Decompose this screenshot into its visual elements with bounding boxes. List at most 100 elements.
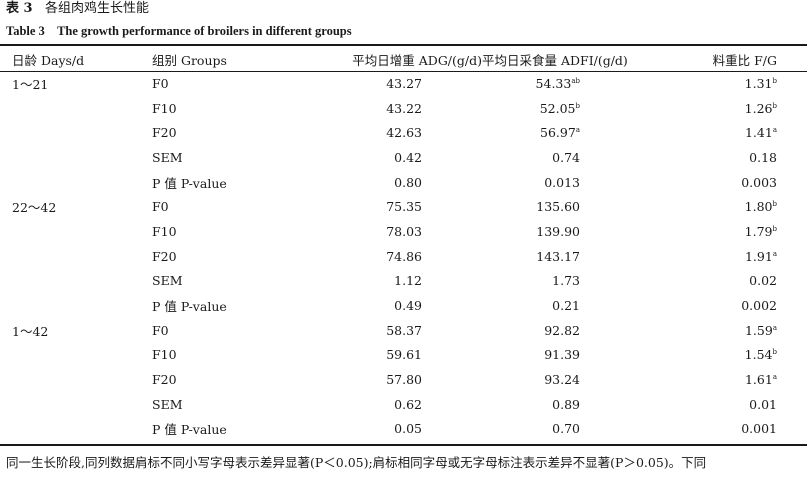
cell-period-value: 1～21 (12, 76, 49, 92)
table-footnote: 同一生长阶段,同列数据肩标不同小写字母表示差异显著(P＜0.05);肩标相同字母… (6, 455, 707, 470)
cell-adfi-superscript: a (575, 126, 580, 135)
cell-fg: 1.54b (622, 343, 807, 368)
cell-group-value: F20 (152, 372, 177, 388)
cell-adfi-number: 0.013 (544, 174, 580, 190)
cell-adg: 43.22 (307, 96, 482, 121)
cell-adfi: 0.70 (482, 417, 622, 442)
cell-fg-superscript: a (772, 126, 777, 135)
caption-cn-title: 各组肉鸡生长性能 (44, 1, 149, 16)
cell-fg-superscript: b (772, 348, 777, 357)
cell-group-value: F0 (152, 199, 169, 215)
table-row: F20 74.86 143.17 1.91a (0, 244, 807, 269)
table-row: 1～42 F0 58.37 92.82 1.59a (0, 318, 807, 343)
cell-adg-value: 0.05 (394, 421, 422, 437)
cell-adg-value: 0.49 (394, 298, 422, 314)
table-header-row: 日龄 Days/d 组别 Groups 平均日增重 ADG/(g/d) 平均日采… (0, 47, 807, 71)
cell-adfi-number: 139.90 (536, 223, 580, 239)
cell-adfi: 143.17 (482, 244, 622, 269)
cell-group: SEM (152, 392, 307, 417)
cell-adg-value: 78.03 (386, 223, 422, 239)
cell-fg-number: 0.001 (741, 421, 777, 437)
header-adg: 平均日增重 ADG/(g/d) (352, 52, 482, 68)
cell-group-value: P 值 P-value (152, 422, 227, 438)
table-row: P 值 P-value 0.49 0.21 0.002 (0, 293, 807, 318)
cell-adfi: 92.82 (482, 318, 622, 343)
cell-adg: 57.80 (307, 367, 482, 392)
cell-period: 22～42 (0, 194, 152, 219)
cell-fg-number: 1.61 (744, 372, 773, 388)
growth-performance-table: 日龄 Days/d 组别 Groups 平均日增重 ADG/(g/d) 平均日采… (0, 47, 807, 441)
cell-fg: 1.79b (622, 219, 807, 244)
cell-fg-superscript: b (772, 101, 777, 110)
cell-fg-superscript: b (772, 200, 777, 209)
header-adfi: 平均日采食量 ADFI/(g/d) (482, 52, 628, 68)
table-header-rule (0, 71, 807, 72)
cell-group: P 值 P-value (152, 417, 307, 442)
cell-fg-number: 1.31 (744, 75, 773, 91)
cell-adfi-superscript: b (575, 101, 580, 110)
cell-fg-number: 1.54 (744, 347, 773, 363)
cell-fg-superscript: a (772, 249, 777, 258)
cell-group-value: F0 (152, 322, 169, 338)
cell-period (0, 219, 152, 244)
cell-fg-superscript: a (772, 323, 777, 332)
table-body: 1～21 F0 43.27 54.33ab 1.31b F10 43.22 52.05b 1.2… (0, 71, 807, 441)
cell-fg: 0.001 (622, 417, 807, 442)
cell-group-value: P 值 P-value (152, 175, 227, 191)
cell-fg: 0.002 (622, 293, 807, 318)
cell-adg-value: 0.42 (394, 149, 422, 165)
cell-group: F10 (152, 219, 307, 244)
cell-adg-value: 58.37 (386, 322, 422, 338)
cell-group: F0 (152, 318, 307, 343)
table-row: SEM 0.62 0.89 0.01 (0, 392, 807, 417)
header-days: 日龄 Days/d (12, 52, 85, 68)
cell-fg-number: 1.80 (744, 199, 773, 215)
cell-adg: 43.27 (307, 71, 482, 96)
cell-period: 1～21 (0, 71, 152, 96)
cell-adfi-number: 0.74 (552, 149, 580, 165)
cell-fg-number: 1.79 (744, 223, 773, 239)
header-groups: 组别 Groups (152, 52, 227, 68)
cell-fg-number: 0.002 (741, 298, 777, 314)
cell-adfi: 0.21 (482, 293, 622, 318)
cell-adfi-number: 0.21 (552, 298, 580, 314)
cell-period (0, 96, 152, 121)
cell-fg: 0.02 (622, 269, 807, 294)
cell-adg-value: 43.22 (386, 100, 422, 116)
cell-adfi: 56.97a (482, 120, 622, 145)
cell-group: SEM (152, 145, 307, 170)
cell-adfi-number: 0.89 (552, 396, 580, 412)
cell-adg-value: 1.12 (394, 273, 422, 289)
cell-period (0, 244, 152, 269)
cell-adg: 75.35 (307, 194, 482, 219)
cell-group-value: SEM (152, 149, 183, 165)
cell-adg: 59.61 (307, 343, 482, 368)
cell-group-value: F10 (152, 347, 177, 363)
table-row: F20 42.63 56.97a 1.41a (0, 120, 807, 145)
cell-period (0, 417, 152, 442)
cell-group: F20 (152, 244, 307, 269)
cell-group-value: F20 (152, 125, 177, 141)
caption-en: Table 3 The growth performance of broile… (6, 22, 352, 40)
cell-period (0, 145, 152, 170)
cell-fg: 1.41a (622, 120, 807, 145)
cell-fg: 0.18 (622, 145, 807, 170)
cell-adfi: 135.60 (482, 194, 622, 219)
cell-period (0, 170, 152, 195)
cell-fg-number: 1.59 (744, 322, 773, 338)
cell-fg-number: 0.18 (749, 149, 777, 165)
cell-fg-number: 0.01 (749, 396, 777, 412)
cell-adfi-number: 1.73 (552, 273, 580, 289)
cell-group: F0 (152, 71, 307, 96)
table-row: F10 59.61 91.39 1.54b (0, 343, 807, 368)
cell-adfi: 0.89 (482, 392, 622, 417)
table-row: F10 43.22 52.05b 1.26b (0, 96, 807, 121)
cell-group: P 值 P-value (152, 293, 307, 318)
cell-adfi-number: 92.82 (544, 322, 580, 338)
cell-adg: 0.80 (307, 170, 482, 195)
cell-period: 1～42 (0, 318, 152, 343)
cell-fg: 0.01 (622, 392, 807, 417)
cell-adg-value: 57.80 (386, 372, 422, 388)
cell-adfi: 93.24 (482, 367, 622, 392)
cell-period-value: 1～42 (12, 323, 49, 339)
